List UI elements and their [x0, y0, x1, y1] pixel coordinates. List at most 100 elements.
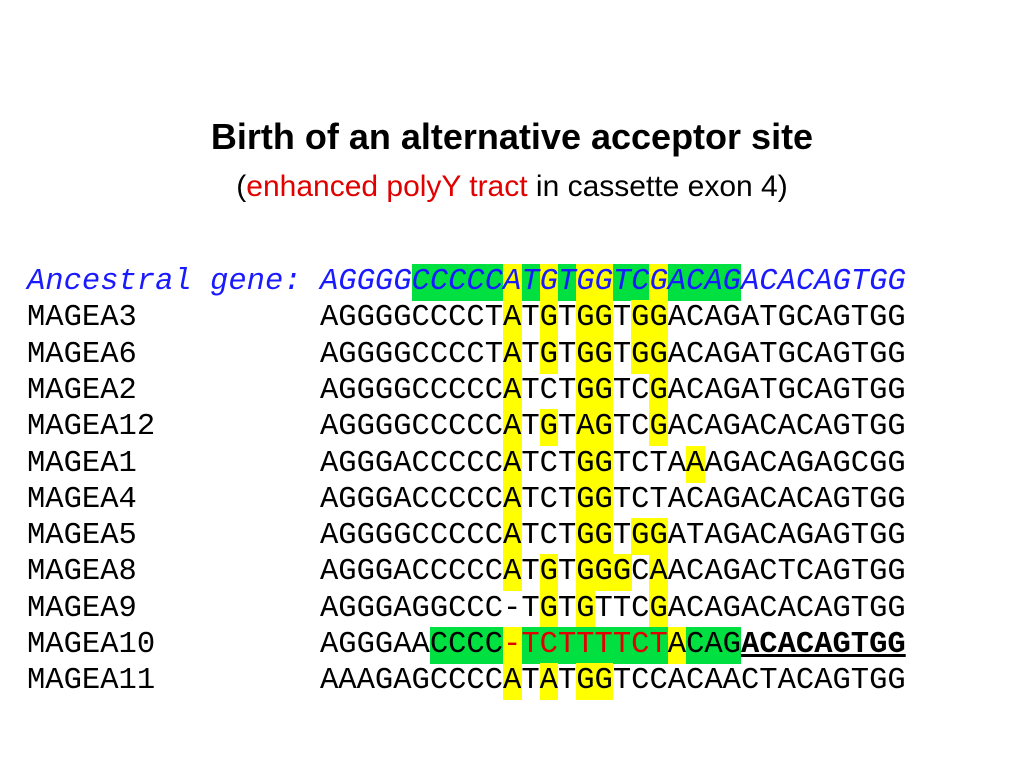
- highlight: [576, 518, 595, 556]
- highlight: [448, 264, 467, 301]
- highlight: [594, 300, 614, 338]
- highlight: [576, 300, 595, 338]
- gene-sequence: AAAGAGCCCCATATGGTCCACAACTACAGTGG: [320, 664, 906, 699]
- highlight: [484, 627, 504, 664]
- highlight: [411, 264, 431, 301]
- subtitle-rest: in cassette exon 4): [535, 170, 788, 203]
- subtitle-highlight: enhanced polyY tract: [246, 170, 528, 203]
- gene-name: MAGEA4: [27, 482, 137, 517]
- sequence-segment: ACACAGTGG: [740, 628, 906, 662]
- gene-name: MAGEA3: [27, 301, 137, 336]
- highlight: [576, 554, 595, 592]
- highlight: [631, 518, 650, 556]
- gene-sequence: AGGGAACCCC-TCTTTTCTACAGACACAGTGG: [320, 627, 906, 663]
- highlight: [521, 627, 541, 664]
- gene-sequence: AGGGGCCCCCATGTAGTCGACAGACACAGTGG: [320, 410, 906, 445]
- sequence-segment: AGGGAACCCC: [320, 628, 504, 662]
- highlight: [704, 627, 724, 664]
- gene-sequence: AGGGGCCCCCATCTGGTGGATAGACAGAGTGG: [320, 519, 906, 554]
- gene-sequence: AGGGGCCCCTATGTGGTGGACAGATGCAGTGG: [320, 337, 906, 372]
- highlight: [576, 336, 595, 374]
- highlight: [594, 336, 614, 374]
- gene-sequence: AGGGACCCCCATCTGGTCTACAGACACAGTGG: [320, 482, 906, 517]
- highlight: [594, 481, 614, 519]
- highlight: [503, 518, 522, 556]
- highlight: [649, 627, 669, 664]
- highlight: [576, 372, 595, 410]
- highlight: [612, 264, 632, 301]
- highlight: [686, 264, 705, 301]
- gene-sequence: AGGGGCCCCTATGTGGTGGACAGATGCAGTGG: [320, 301, 906, 336]
- highlight: [649, 554, 669, 592]
- highlight: [503, 300, 522, 338]
- highlight: [539, 663, 559, 701]
- highlight: [649, 336, 669, 374]
- highlight: [503, 554, 522, 592]
- highlight: [686, 627, 705, 664]
- highlight: [576, 409, 595, 447]
- highlight: [649, 590, 669, 628]
- highlight: [448, 627, 467, 664]
- highlight: [503, 663, 522, 701]
- subtitle-open: (: [236, 170, 247, 203]
- highlight: [594, 264, 614, 301]
- highlight: [631, 300, 650, 338]
- highlight: [521, 264, 541, 301]
- highlight: [594, 518, 614, 556]
- highlight: [649, 409, 669, 447]
- highlight: [722, 627, 742, 664]
- highlight: [539, 409, 559, 447]
- highlight: [557, 627, 577, 664]
- highlight: [722, 264, 742, 301]
- highlight: [576, 445, 595, 483]
- highlight: [429, 627, 449, 664]
- gene-name: MAGEA12: [27, 410, 156, 445]
- gene-name: MAGEA8: [27, 555, 137, 590]
- highlight: [649, 372, 669, 410]
- highlight: [631, 264, 650, 301]
- highlight: [576, 590, 595, 628]
- highlight: [576, 663, 595, 701]
- highlight: [612, 554, 632, 592]
- highlight: [503, 372, 522, 410]
- subtitle: (enhanced polyY tract in cassette exon 4…: [0, 170, 1024, 204]
- highlight: [594, 663, 614, 701]
- highlight: [503, 264, 522, 301]
- highlight: [484, 264, 504, 301]
- gene-name: MAGEA1: [27, 446, 137, 481]
- gene-sequence: AGGGACCCCCATGTGGGCAACAGACTCAGTGG: [320, 555, 906, 590]
- highlight: [667, 627, 687, 664]
- highlight: [466, 264, 486, 301]
- gene-sequence: AGGGGCCCCCATCTGGTCGACAGATGCAGTGG: [320, 373, 906, 408]
- highlight: [704, 264, 724, 301]
- highlight: [594, 554, 614, 592]
- gene-sequence: AGGGACCCCCATCTGGTCTAAAGACAGAGCGG: [320, 446, 906, 481]
- highlight: [686, 445, 705, 483]
- highlight: [557, 264, 577, 301]
- title: Birth of an alternative acceptor site: [210, 116, 814, 157]
- ancestral-sequence: AGGGGCCCCCATGTGGTCGACAGACACAGTGG: [320, 265, 906, 299]
- highlight: [594, 372, 614, 410]
- highlight: [576, 627, 595, 664]
- highlight: [503, 409, 522, 447]
- highlight: [594, 627, 614, 664]
- highlight: [649, 518, 669, 556]
- sequence-segment: ACAG: [667, 628, 741, 662]
- highlight: [466, 627, 486, 664]
- highlight: [576, 481, 595, 519]
- highlight: [539, 264, 559, 301]
- sequence-segment: -TCTTTTCT: [503, 628, 668, 662]
- highlight: [667, 264, 687, 301]
- highlight: [594, 445, 614, 483]
- gene-name: MAGEA11: [27, 664, 156, 699]
- gene-name: MAGEA9: [27, 591, 137, 626]
- highlight: [503, 627, 522, 664]
- highlight: [539, 627, 559, 664]
- highlight: [649, 300, 669, 338]
- highlight: [539, 554, 559, 592]
- highlight: [631, 627, 650, 664]
- highlight: [503, 481, 522, 519]
- gene-name: MAGEA10: [27, 628, 156, 662]
- highlight: [576, 264, 595, 301]
